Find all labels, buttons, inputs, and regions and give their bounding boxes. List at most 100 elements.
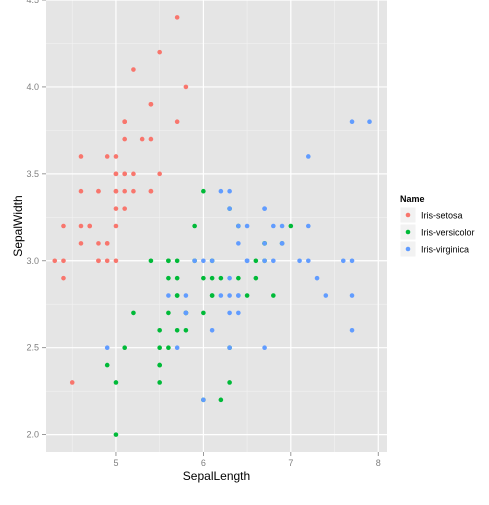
data-point [78, 188, 84, 194]
data-point [236, 293, 241, 298]
data-point [148, 258, 154, 264]
data-point [349, 328, 355, 333]
data-point [192, 223, 197, 229]
data-point [113, 223, 119, 229]
data-point [69, 380, 75, 385]
data-point [174, 119, 180, 124]
grid-lines [46, 0, 387, 452]
data-point [314, 275, 320, 281]
data-point [166, 345, 171, 350]
data-point [236, 241, 241, 246]
data-point [244, 258, 250, 264]
data-point [183, 310, 189, 316]
data-point [104, 258, 110, 264]
data-point [209, 258, 215, 264]
data-point [183, 293, 189, 298]
y-tick-label: 4.0 [26, 82, 39, 92]
legend-key-dot [405, 212, 411, 218]
data-point [209, 275, 215, 281]
data-point [78, 154, 84, 159]
data-point [52, 258, 58, 264]
data-point [253, 275, 259, 281]
data-point [96, 188, 101, 194]
data-point [236, 275, 241, 281]
data-point [262, 345, 267, 350]
data-point [61, 223, 66, 229]
data-point [227, 275, 232, 281]
x-tick-label: 8 [376, 458, 381, 468]
data-point [61, 258, 66, 264]
x-axis-title: SepalLength [183, 469, 250, 483]
data-point [306, 223, 311, 229]
data-point [340, 258, 346, 264]
data-point [122, 206, 127, 211]
legend: Name Iris-setosa Iris-versicolor Iris-virg… [399, 194, 475, 258]
data-point [87, 223, 93, 229]
data-point [122, 136, 127, 142]
data-point [113, 258, 119, 264]
data-point [183, 84, 189, 90]
data-point [131, 188, 136, 194]
data-point [279, 223, 285, 229]
data-point [157, 345, 162, 350]
data-point [122, 345, 127, 350]
data-point [236, 223, 241, 229]
y-axis-title: SepalWidth [11, 195, 25, 256]
data-point [209, 328, 215, 333]
data-point [157, 49, 162, 55]
data-point [323, 293, 329, 298]
data-point [227, 206, 232, 211]
legend-items: Iris-setosa Iris-versicolor Iris-virginica [399, 206, 475, 258]
data-point [349, 293, 355, 298]
data-point [271, 223, 276, 229]
data-point [262, 241, 267, 246]
data-point [288, 223, 294, 229]
data-point [262, 206, 267, 211]
data-point [306, 154, 311, 159]
data-point [122, 119, 127, 124]
data-point [166, 310, 171, 316]
data-point [201, 258, 206, 264]
y-tick-label: 3.0 [26, 256, 39, 266]
data-point [183, 328, 189, 333]
data-point [271, 293, 276, 298]
data-point [209, 293, 215, 298]
axes: 5 6 7 8 2.0 2.5 3.0 3.5 4.0 4.5 [26, 0, 381, 468]
data-point [139, 136, 145, 142]
data-point [122, 188, 127, 194]
data-point [113, 380, 119, 385]
data-point [131, 310, 136, 316]
data-point [166, 293, 171, 298]
data-point [227, 293, 232, 298]
data-point [174, 275, 180, 281]
data-point [174, 293, 180, 298]
data-point [104, 241, 110, 246]
data-point [349, 258, 355, 264]
data-point [174, 258, 180, 264]
data-point [61, 275, 66, 281]
data-point [192, 258, 197, 264]
data-point [227, 345, 232, 350]
x-tick-label: 5 [113, 458, 118, 468]
plot-panel [46, 0, 387, 452]
data-point [78, 241, 84, 246]
data-point [262, 258, 267, 264]
data-point [113, 206, 119, 211]
data-point [166, 258, 171, 264]
data-point [279, 241, 285, 246]
data-point [174, 328, 180, 333]
legend-label: Iris-versicolor [421, 228, 475, 238]
data-point [104, 362, 110, 368]
data-point [166, 275, 171, 281]
data-point [218, 397, 224, 403]
data-point [227, 380, 232, 385]
data-point [227, 310, 232, 316]
data-point [113, 188, 119, 194]
data-point [157, 362, 162, 368]
data-point [131, 67, 136, 72]
legend-label: Iris-virginica [421, 245, 469, 255]
y-tick-label: 4.5 [26, 0, 39, 5]
data-point [157, 328, 162, 333]
